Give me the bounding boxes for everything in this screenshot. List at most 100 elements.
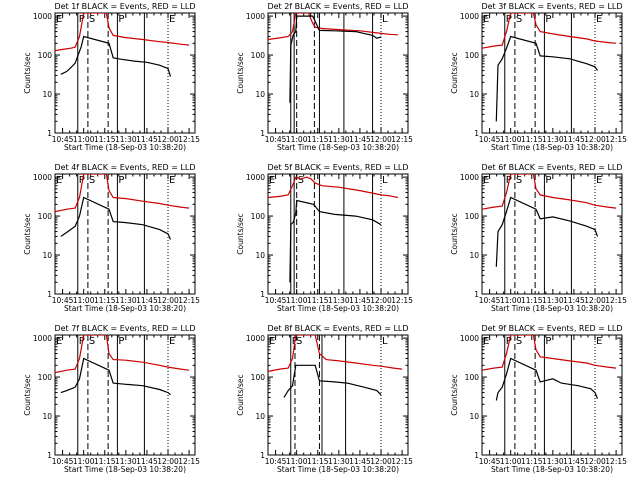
marker-label: P (118, 336, 124, 347)
marker-label: S (89, 175, 95, 186)
y-tick-label: 10 (255, 251, 265, 260)
events-series-line (60, 35, 172, 77)
events-series-line (60, 357, 171, 396)
y-tick-label: 1 (474, 129, 479, 138)
plot-frame (481, 334, 623, 456)
panel-title: Det 1f BLACK = Events, RED = LLD (54, 2, 195, 11)
x-tick-label: 11:45 (563, 296, 585, 305)
x-tick-label: 12:00 (370, 135, 392, 144)
y-tick-label: 1 (47, 129, 52, 138)
x-tick-label: 11:15 (307, 296, 329, 305)
x-axis-label: Start Time (18-Sep-03 10:38:20) (277, 143, 399, 152)
marker-label: E (169, 175, 175, 186)
x-tick-label: 10:45 (265, 135, 287, 144)
y-tick-label: 1 (260, 451, 265, 460)
x-axis-label: Start Time (18-Sep-03 10:38:20) (64, 143, 186, 152)
x-axis-label: Start Time (18-Sep-03 10:38:20) (64, 304, 186, 313)
x-tick-label: 11:45 (563, 457, 585, 466)
x-tick-label: 12:15 (605, 457, 627, 466)
events-series-line (289, 199, 382, 283)
x-tick-label: 12:15 (605, 296, 627, 305)
x-tick-label: 11:45 (349, 457, 371, 466)
x-tick-label: 11:00 (286, 135, 308, 144)
y-tick-label: 1000 (246, 12, 265, 21)
x-tick-label: 11:00 (73, 457, 95, 466)
y-axis-label: Counts/sec (450, 374, 459, 415)
detector-panel-5: Det 5f BLACK = Events, RED = LLD 1 10 100 10… (236, 163, 413, 313)
x-tick-label: 11:15 (521, 135, 543, 144)
detector-panel-7: Det 7f BLACK = Events, RED = LLD 1 10 100 10… (23, 324, 200, 474)
y-tick-label: 1000 (460, 173, 479, 182)
marker-label: P (118, 14, 124, 25)
x-tick-label: 11:45 (563, 135, 585, 144)
x-tick-label: 12:15 (391, 135, 413, 144)
y-tick-label: 10 (42, 251, 52, 260)
x-tick-label: 11:45 (136, 135, 158, 144)
x-tick-label: 11:00 (286, 296, 308, 305)
lld-series-line (55, 174, 190, 213)
detector-panel-3: Det 3f BLACK = Events, RED = LLD 1 10 100 10… (450, 2, 627, 152)
lld-series-line (482, 13, 617, 49)
marker-label: S (89, 14, 95, 25)
x-tick-label: 11:30 (542, 296, 564, 305)
x-tick-label: 11:15 (521, 296, 543, 305)
y-axis-label: Counts/sec (236, 52, 245, 93)
detector-panel-8: Det 8f BLACK = Events, RED = LLD 1 10 100 10… (236, 324, 413, 474)
plot-frame (267, 12, 409, 134)
x-tick-label: 10:45 (265, 296, 287, 305)
marker-label: S (516, 14, 522, 25)
x-tick-label: 11:15 (94, 135, 116, 144)
y-tick-label: 1000 (246, 334, 265, 343)
lld-series-line (482, 174, 617, 210)
panel-title: Det 7f BLACK = Events, RED = LLD (54, 324, 195, 333)
y-tick-label: 10 (255, 412, 265, 421)
y-tick-label: 1 (260, 290, 265, 299)
x-tick-label: 10:45 (52, 135, 74, 144)
marker-label: L (382, 14, 388, 25)
x-tick-label: 11:30 (328, 296, 350, 305)
x-tick-label: 12:00 (370, 457, 392, 466)
y-axis-label: Counts/sec (23, 52, 32, 93)
x-tick-label: 10:45 (52, 296, 74, 305)
y-axis-label: Counts/sec (450, 213, 459, 254)
x-tick-label: 12:15 (605, 135, 627, 144)
marker-label: E (56, 14, 62, 25)
y-tick-label: 100 (465, 212, 480, 221)
y-axis-label: Counts/sec (450, 52, 459, 93)
y-tick-label: 100 (251, 373, 266, 382)
x-tick-label: 11:45 (349, 296, 371, 305)
marker-label: L (382, 336, 388, 347)
marker-label: E (169, 14, 175, 25)
y-tick-label: 1000 (460, 334, 479, 343)
y-tick-label: 1000 (33, 334, 52, 343)
detector-panel-6: Det 6f BLACK = Events, RED = LLD 1 10 100 10… (450, 163, 627, 313)
plot-frame (267, 334, 409, 456)
y-tick-label: 10 (42, 412, 52, 421)
marker-label: S (516, 336, 522, 347)
x-tick-label: 11:00 (500, 457, 522, 466)
events-series-line (289, 15, 382, 103)
x-axis-label: Start Time (18-Sep-03 10:38:20) (491, 465, 613, 474)
lld-series-line (268, 335, 403, 372)
x-axis-label: Start Time (18-Sep-03 10:38:20) (491, 143, 613, 152)
y-tick-label: 1 (47, 290, 52, 299)
y-tick-label: 1000 (246, 173, 265, 182)
y-tick-label: 1 (47, 451, 52, 460)
x-tick-label: 12:15 (178, 296, 200, 305)
x-tick-label: 10:45 (265, 457, 287, 466)
x-tick-label: 11:30 (328, 457, 350, 466)
y-axis-label: Counts/sec (23, 374, 32, 415)
y-axis-label: Counts/sec (23, 213, 32, 254)
x-tick-label: 12:15 (178, 457, 200, 466)
y-tick-label: 10 (469, 251, 479, 260)
x-tick-label: 12:00 (157, 135, 179, 144)
x-tick-label: 11:15 (307, 135, 329, 144)
x-axis-label: Start Time (18-Sep-03 10:38:20) (64, 465, 186, 474)
x-tick-label: 12:15 (391, 457, 413, 466)
x-tick-label: 11:15 (94, 296, 116, 305)
x-tick-label: 10:45 (479, 296, 501, 305)
marker-label: E (596, 14, 602, 25)
x-axis-label: Start Time (18-Sep-03 10:38:20) (491, 304, 613, 313)
marker-label: S (298, 175, 304, 186)
